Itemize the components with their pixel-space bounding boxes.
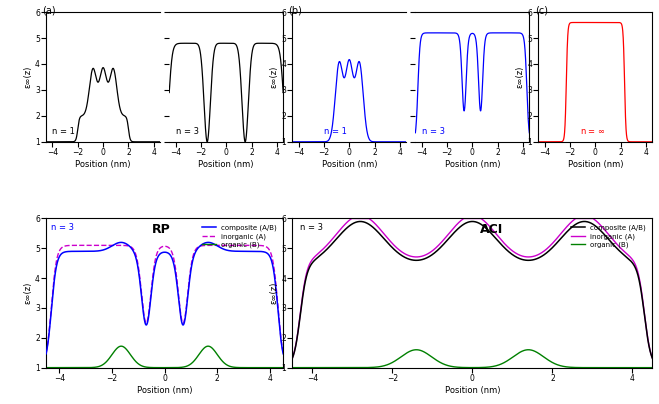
Text: n = 1: n = 1 bbox=[324, 127, 347, 136]
Text: n = 3: n = 3 bbox=[422, 127, 445, 136]
Text: (b): (b) bbox=[289, 6, 302, 16]
Y-axis label: ε∞(z): ε∞(z) bbox=[23, 282, 32, 304]
X-axis label: Position (nm): Position (nm) bbox=[322, 160, 377, 169]
Text: n = 3: n = 3 bbox=[175, 127, 198, 136]
X-axis label: Position (nm): Position (nm) bbox=[75, 160, 131, 169]
Legend: composite (A/B), inorganic (A), organic (B): composite (A/B), inorganic (A), organic … bbox=[568, 222, 649, 251]
Y-axis label: ε∞(z): ε∞(z) bbox=[23, 66, 32, 88]
Text: (a): (a) bbox=[42, 6, 56, 16]
X-axis label: Position (nm): Position (nm) bbox=[445, 386, 500, 395]
Y-axis label: ε∞(z): ε∞(z) bbox=[515, 66, 525, 88]
Text: n = $\infty$: n = $\infty$ bbox=[580, 127, 606, 136]
Text: (c): (c) bbox=[534, 6, 548, 16]
Text: n = 3: n = 3 bbox=[301, 223, 324, 232]
Text: ACI: ACI bbox=[480, 223, 503, 236]
Y-axis label: ε∞(z): ε∞(z) bbox=[270, 282, 278, 304]
Legend: composite (A/B), inorganic (A), organic (B): composite (A/B), inorganic (A), organic … bbox=[199, 222, 279, 251]
X-axis label: Position (nm): Position (nm) bbox=[567, 160, 623, 169]
Text: n = 3: n = 3 bbox=[51, 223, 74, 232]
Y-axis label: ε∞(z): ε∞(z) bbox=[270, 66, 278, 88]
X-axis label: Position (nm): Position (nm) bbox=[137, 386, 192, 395]
Text: n = 1: n = 1 bbox=[53, 127, 75, 136]
Text: RP: RP bbox=[152, 223, 170, 236]
X-axis label: Position (nm): Position (nm) bbox=[198, 160, 254, 169]
X-axis label: Position (nm): Position (nm) bbox=[445, 160, 500, 169]
